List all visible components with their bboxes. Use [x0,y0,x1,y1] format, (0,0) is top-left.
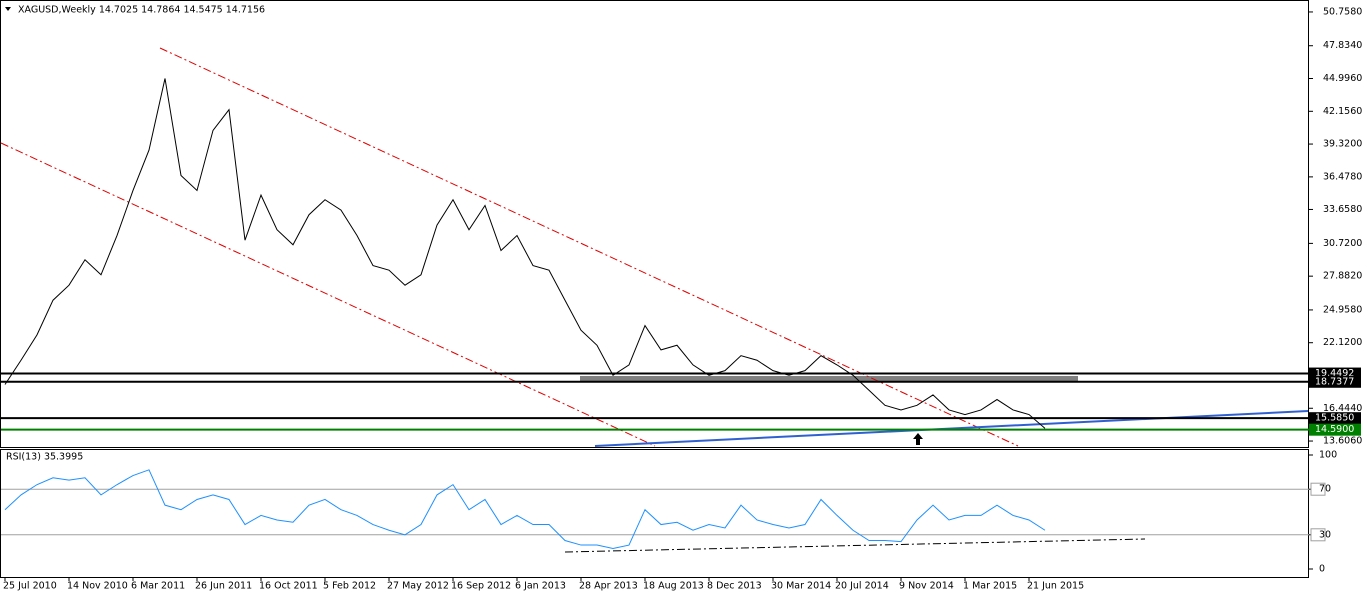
x-tick-label: 25 Jul 2010 [3,581,57,592]
rsi-title: RSI(13) 35.3995 [6,452,83,463]
y-tick-label: 30.7200 [1323,238,1362,249]
level-label: 14.5900 [1315,424,1354,435]
x-tick-label: 16 Oct 2011 [259,581,318,592]
y-tick-label: 47.8340 [1323,40,1362,51]
y-tick-label: 13.6060 [1323,436,1362,447]
y-tick-label: 44.9960 [1323,73,1362,84]
menu-triangle [5,7,11,11]
annotations [0,47,1309,553]
y-tick-label: 33.6580 [1323,204,1362,215]
level-label: 18.7377 [1315,376,1354,387]
x-tick-label: 14 Nov 2010 [67,581,128,592]
level-label: 19.4492 [1315,368,1354,379]
y-tick-label: 16.4440 [1323,403,1362,414]
y-tick-label: 42.1560 [1323,106,1362,117]
rsi-line [4,469,1046,549]
x-tick-label: 26 Jun 2011 [195,581,252,592]
x-tick-label: 18 Aug 2013 [643,581,704,592]
y-tick-label: 27.8820 [1323,271,1362,282]
rsi-trend-line [564,538,1146,553]
level-label: 15.5850 [1315,413,1354,424]
price-line [4,78,1046,429]
y-tick-label: 100 [1319,450,1337,461]
level-box [1309,412,1361,425]
tick-box [1310,528,1326,542]
trend-line [594,410,1309,447]
y-tick-label: 22.1200 [1323,337,1362,348]
x-tick-label: 5 Feb 2012 [323,581,376,592]
y-tick-label: 70 [1319,484,1331,495]
level-box [1309,375,1361,388]
y-tick-label: 0 [1319,564,1325,575]
x-tick-label: 9 Nov 2014 [899,581,954,592]
level-box [1309,423,1361,436]
y-tick-label: 30 [1319,529,1331,540]
chart-title: XAGUSD,Weekly 14.7025 14.7864 14.5475 14… [18,5,265,16]
y-tick-label: 36.4780 [1323,171,1362,182]
arrow [913,433,923,445]
x-tick-label: 6 Mar 2011 [131,581,185,592]
zone [580,376,1078,382]
rsi-panel [0,449,1309,578]
x-tick-label: 20 Jul 2014 [835,581,889,592]
x-tick-label: 1 Mar 2015 [963,581,1017,592]
x-tick-label: 6 Jan 2013 [515,581,566,592]
x-tick-label: 8 Dec 2013 [707,581,762,592]
x-tick-label: 27 May 2012 [387,581,449,592]
x-tick-label: 21 Jun 2015 [1027,581,1084,592]
y-tick-label: 50.7580 [1323,6,1362,17]
x-tick-label: 28 Apr 2013 [579,581,638,592]
x-tick-label: 16 Sep 2012 [451,581,511,592]
y-tick-label: 24.9580 [1323,304,1362,315]
y-tick-label: 39.3200 [1323,139,1362,150]
x-tick-label: 30 Mar 2014 [771,581,831,592]
tick-box [1310,482,1326,496]
trend-line [159,47,1019,447]
